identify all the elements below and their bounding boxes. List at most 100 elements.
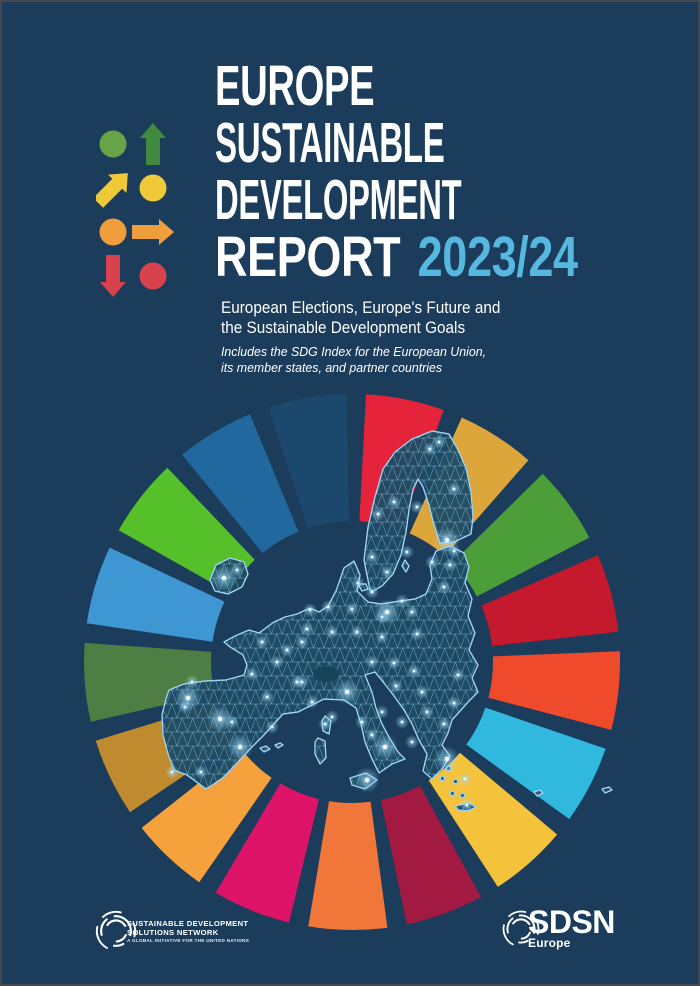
map-node <box>451 668 465 682</box>
red-circle-icon <box>139 262 167 290</box>
map-node <box>425 555 439 569</box>
sdsn-swirl-icon <box>95 910 137 952</box>
map-node <box>325 625 339 639</box>
map-node <box>432 435 446 449</box>
map-node <box>227 734 253 760</box>
map-node <box>245 667 259 681</box>
map-node <box>303 603 317 617</box>
subtitle-note: Includes the SDG Index for the European … <box>221 344 500 375</box>
map-node <box>265 720 279 734</box>
map-node <box>387 656 401 670</box>
switzerland-gap <box>313 666 339 682</box>
sdg-trend-arrows-logo <box>96 123 174 297</box>
map-node <box>443 558 457 572</box>
up-arrow-icon <box>140 123 166 165</box>
sdg-segment-7 <box>428 752 558 887</box>
sdsn-europe-logo: SDSN Europe <box>500 904 615 950</box>
map-node <box>165 765 179 779</box>
sdg-segment-16 <box>182 414 299 553</box>
map-node <box>447 696 461 710</box>
europe-constellation-map <box>161 430 613 812</box>
map-node <box>290 675 304 689</box>
map-node <box>280 643 294 657</box>
map-node <box>380 565 394 579</box>
map-node <box>405 605 419 619</box>
title-line-report-year: REPORT 2023/24 <box>215 229 578 286</box>
map-node <box>458 772 472 786</box>
green-circle-icon <box>99 130 127 158</box>
sdg-segment-17 <box>268 394 349 528</box>
map-node <box>437 580 451 594</box>
down-arrow-icon <box>100 255 126 297</box>
sdsn-name-line-1: SUSTAINABLE DEVELOPMENT <box>127 919 249 929</box>
sdg-segment-15 <box>118 467 255 593</box>
map-node <box>372 734 398 760</box>
map-node <box>374 599 400 625</box>
sdsn-europe-region: Europe <box>528 936 571 950</box>
map-node <box>420 705 434 719</box>
sdsn-europe-acronym: SDSN <box>528 904 615 940</box>
right-arrow-icon <box>132 219 174 245</box>
map-node <box>434 746 460 772</box>
sdg-segment-4 <box>481 555 619 647</box>
map-node <box>300 622 314 636</box>
map-node <box>365 585 379 599</box>
title-report: REPORT <box>215 225 401 289</box>
map-node <box>434 527 460 553</box>
map-node <box>295 635 309 649</box>
map-node <box>447 482 461 496</box>
sdg-wheel-europe-art <box>84 394 621 931</box>
map-node <box>437 717 451 731</box>
map-node <box>365 550 379 564</box>
sdg-segment-11 <box>141 749 272 883</box>
map-node <box>460 798 474 812</box>
sdsn-logo: SUSTAINABLE DEVELOPMENT SOLUTIONS NETWOR… <box>93 908 249 954</box>
title-line-development: DEVELOPMENT <box>215 168 462 232</box>
map-node <box>365 655 379 669</box>
orange-circle-icon <box>99 218 127 246</box>
sdg-segment-14 <box>86 547 225 642</box>
map-node <box>345 602 359 616</box>
sdg-segment-3 <box>452 473 590 597</box>
map-node <box>318 717 332 731</box>
subtitle-line-2: the Sustainable Development Goals <box>221 317 466 337</box>
subtitle-line-1: European Elections, Europe's Future and <box>221 298 501 317</box>
map-node <box>355 715 369 729</box>
sdg-wheel <box>84 394 621 931</box>
map-node <box>400 545 414 559</box>
note-line-2: its member states, and partner countries <box>221 359 443 375</box>
map-node <box>375 630 389 644</box>
map-node <box>321 600 335 614</box>
map-node <box>260 690 274 704</box>
map-node <box>175 685 201 711</box>
sdg-segment-6 <box>466 707 606 819</box>
map-node <box>350 625 364 639</box>
sdg-segment-5 <box>488 651 621 730</box>
map-node <box>387 495 401 509</box>
map-node <box>410 500 424 514</box>
map-node <box>410 627 424 641</box>
map-node <box>354 767 380 793</box>
page-title: EUROPE SUSTAINABLE DEVELOPMENT REPORT 202… <box>215 58 674 286</box>
map-node <box>407 664 421 678</box>
sdg-segment-13 <box>84 642 215 722</box>
sdsn-tagline: A GLOBAL INITIATIVE FOR THE UNITED NATIO… <box>127 937 250 943</box>
map-node <box>255 635 269 649</box>
note-line-1: Includes the SDG Index for the European … <box>221 344 487 359</box>
map-node <box>375 705 389 719</box>
map-node <box>194 765 208 779</box>
map-node <box>351 576 365 590</box>
sdsn-europe-swirl-icon <box>502 910 540 947</box>
sdg-segment-10 <box>215 783 319 923</box>
map-node <box>305 695 319 709</box>
map-node <box>334 679 360 705</box>
map-node <box>395 715 409 729</box>
map-node <box>270 655 284 669</box>
title-line-sustainable: SUSTAINABLE <box>215 111 445 175</box>
up-right-arrow-icon <box>96 163 138 213</box>
sdsn-name-line-2: SOLUTIONS NETWORK <box>127 927 219 937</box>
title-year: 2023/24 <box>417 225 578 289</box>
map-node <box>415 685 429 699</box>
sdg-segment-8 <box>380 785 481 925</box>
sdg-segment-9 <box>308 801 388 931</box>
